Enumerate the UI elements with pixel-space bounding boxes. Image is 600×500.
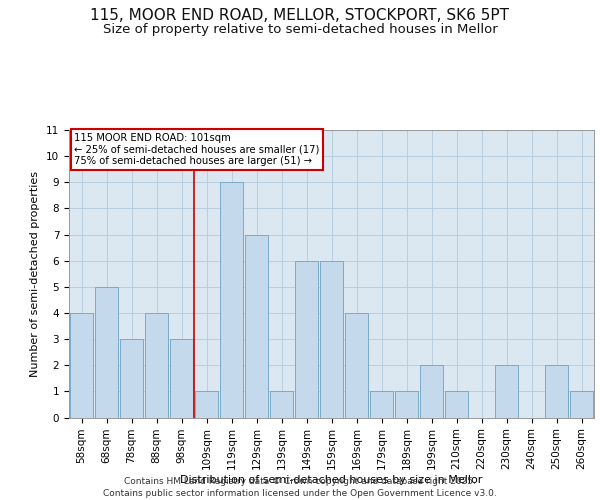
Bar [245,234,268,418]
Bar [220,182,243,418]
Bar [195,392,218,417]
Bar [395,392,418,417]
Bar [420,365,443,418]
Bar [270,392,293,417]
Bar [370,392,393,417]
Bar [95,287,118,418]
Bar [345,313,368,418]
Y-axis label: Number of semi-detached properties: Number of semi-detached properties [31,171,40,377]
Bar [145,313,168,418]
Bar [545,365,568,418]
Text: 115, MOOR END ROAD, MELLOR, STOCKPORT, SK6 5PT: 115, MOOR END ROAD, MELLOR, STOCKPORT, S… [91,8,509,22]
X-axis label: Distribution of semi-detached houses by size in Mellor: Distribution of semi-detached houses by … [181,475,482,485]
Bar [170,339,193,417]
Bar [495,365,518,418]
Bar [445,392,468,417]
Bar [570,392,593,417]
Bar [70,313,93,418]
Text: Size of property relative to semi-detached houses in Mellor: Size of property relative to semi-detach… [103,22,497,36]
Text: Contains HM Land Registry data © Crown copyright and database right 2025.
Contai: Contains HM Land Registry data © Crown c… [103,476,497,498]
Bar [120,339,143,417]
Bar [320,260,343,418]
Text: 115 MOOR END ROAD: 101sqm
← 25% of semi-detached houses are smaller (17)
75% of : 115 MOOR END ROAD: 101sqm ← 25% of semi-… [74,133,320,166]
Bar [295,260,318,418]
